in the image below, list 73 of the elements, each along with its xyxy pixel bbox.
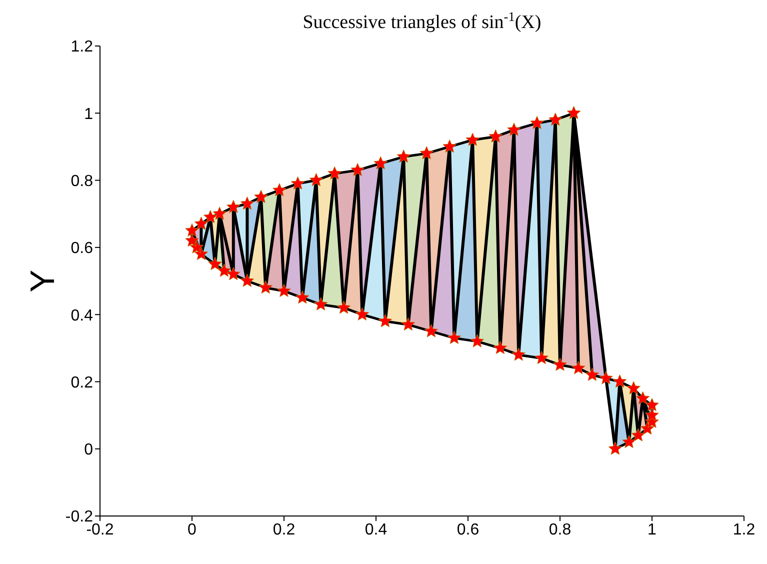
point	[530, 116, 544, 130]
point	[493, 340, 508, 354]
x-tick-label: 0.6	[456, 521, 480, 538]
point	[217, 264, 232, 277]
point	[401, 317, 416, 331]
point	[645, 398, 659, 412]
point	[203, 210, 218, 224]
point	[442, 139, 457, 153]
point	[185, 223, 199, 237]
point	[314, 297, 328, 310]
y-tick-label: 0.8	[70, 172, 94, 190]
y-tick-label: 0.2	[70, 374, 94, 392]
point	[420, 146, 434, 160]
chart-title: Successive triangles of sin$^{-1}$(X)	[302, 8, 542, 33]
point	[355, 307, 370, 320]
point	[226, 200, 240, 214]
point	[208, 256, 222, 270]
point	[512, 348, 526, 361]
point	[585, 368, 600, 381]
y-tick-label: 0.6	[70, 240, 94, 258]
point	[212, 206, 227, 220]
point	[608, 442, 622, 455]
point	[466, 132, 480, 146]
point	[336, 300, 351, 314]
point	[566, 106, 581, 120]
point	[622, 434, 636, 448]
point	[599, 371, 613, 384]
point	[328, 166, 342, 180]
point	[185, 233, 199, 247]
point	[447, 330, 462, 344]
point	[350, 162, 365, 176]
y-axis-title: Y	[24, 270, 62, 292]
point	[277, 284, 291, 297]
point	[254, 190, 268, 203]
point	[194, 216, 208, 230]
point	[378, 314, 392, 328]
point	[295, 290, 310, 304]
point	[190, 240, 204, 254]
y-tick-label: 0	[84, 442, 94, 459]
point	[645, 408, 659, 422]
point	[309, 173, 324, 186]
point	[226, 267, 240, 280]
point	[240, 274, 254, 287]
x-tick-label: 1	[648, 521, 657, 538]
point	[272, 183, 286, 196]
point	[612, 374, 627, 388]
x-tick-label: 0.4	[364, 521, 388, 538]
x-tick-label: 1.2	[732, 521, 756, 538]
point	[424, 324, 438, 338]
y-tick-label: 1	[84, 106, 94, 123]
point	[396, 150, 411, 163]
point	[534, 350, 549, 364]
point	[626, 381, 641, 394]
point	[290, 176, 305, 190]
x-tick-label: 0.2	[272, 521, 296, 538]
point	[507, 122, 521, 136]
y-tick-label: -0.2	[65, 508, 94, 526]
point	[470, 334, 484, 348]
point	[571, 361, 586, 374]
point	[553, 358, 567, 371]
point	[240, 196, 254, 210]
point	[640, 421, 654, 435]
x-tick-label: 0.8	[548, 521, 572, 538]
x-tick-label: 0	[188, 521, 197, 538]
y-tick-label: 1.2	[70, 38, 94, 56]
point	[488, 129, 503, 143]
point	[636, 391, 650, 404]
y-tick-label: 0.4	[70, 307, 94, 324]
point	[374, 156, 388, 170]
point	[631, 428, 646, 442]
point	[548, 112, 562, 126]
point	[194, 246, 208, 260]
point	[258, 280, 273, 294]
